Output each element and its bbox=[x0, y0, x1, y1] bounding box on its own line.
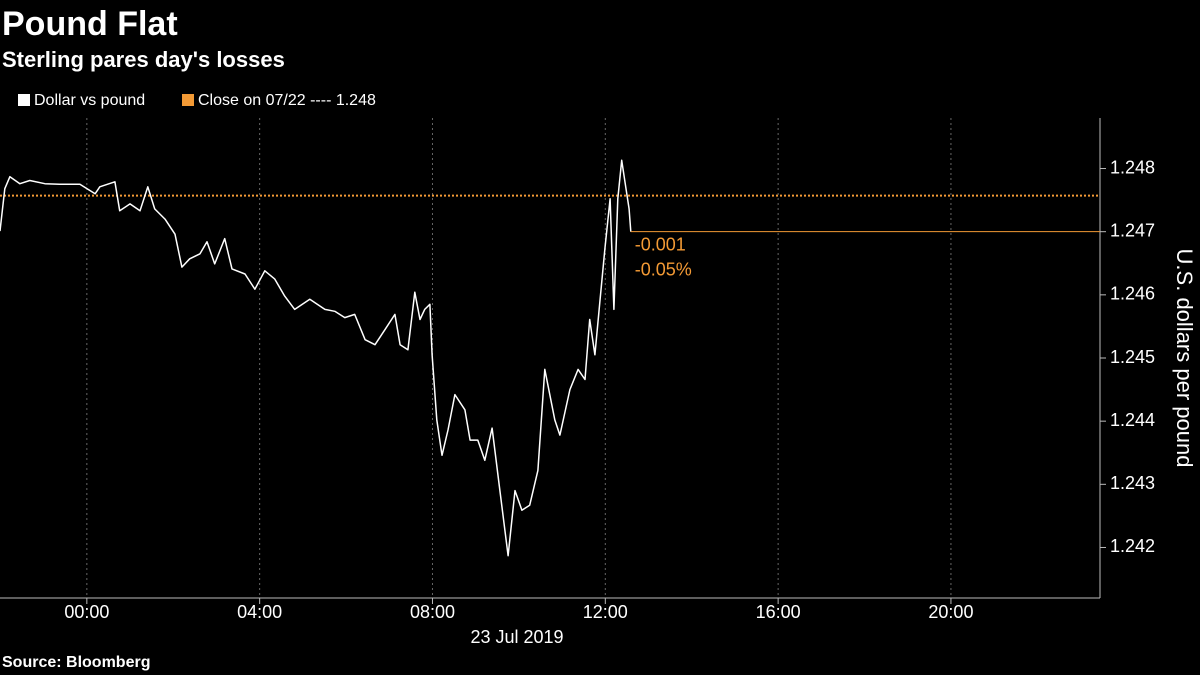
y-axis-label: U.S. dollars per pound bbox=[1172, 249, 1197, 468]
y-tick-label: 1.243 bbox=[1110, 473, 1155, 493]
x-tick-label: 16:00 bbox=[756, 602, 801, 622]
y-tick-label: 1.246 bbox=[1110, 284, 1155, 304]
price-line bbox=[0, 159, 632, 557]
chart-title: Pound Flat bbox=[2, 5, 178, 43]
chart-subtitle: Sterling pares day's losses bbox=[2, 47, 285, 72]
change-annotation: -0.05% bbox=[635, 259, 692, 279]
legend-swatch bbox=[182, 94, 194, 106]
change-annotation: -0.001 bbox=[635, 234, 686, 254]
x-tick-label: 20:00 bbox=[928, 602, 973, 622]
legend-label: Dollar vs pound bbox=[34, 92, 145, 109]
legend-swatch bbox=[18, 94, 30, 106]
x-tick-label: 08:00 bbox=[410, 602, 455, 622]
x-axis-label: 23 Jul 2019 bbox=[470, 627, 563, 647]
y-tick-label: 1.247 bbox=[1110, 220, 1155, 240]
y-tick-label: 1.245 bbox=[1110, 347, 1155, 367]
y-tick-label: 1.244 bbox=[1110, 410, 1155, 430]
y-tick-label: 1.248 bbox=[1110, 157, 1155, 177]
x-tick-label: 04:00 bbox=[237, 602, 282, 622]
source: Source: Bloomberg bbox=[2, 654, 150, 671]
x-tick-label: 12:00 bbox=[583, 602, 628, 622]
y-tick-label: 1.242 bbox=[1110, 536, 1155, 556]
legend-label: Close on 07/22 ---- 1.248 bbox=[198, 92, 376, 109]
x-tick-label: 00:00 bbox=[64, 602, 109, 622]
